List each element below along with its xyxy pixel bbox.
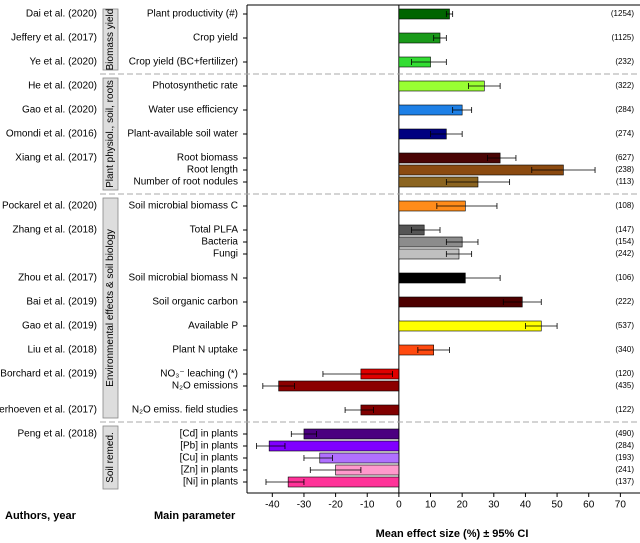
n-label: (106) bbox=[615, 273, 634, 282]
parameter-label: Fungi bbox=[213, 249, 238, 260]
n-label: (284) bbox=[615, 441, 634, 450]
author-label: Gao et al. (2020) bbox=[22, 105, 97, 116]
n-label: (1125) bbox=[611, 33, 634, 42]
n-label: (490) bbox=[615, 429, 634, 438]
parameter-header: Main parameter bbox=[154, 510, 236, 522]
n-label: (322) bbox=[615, 81, 634, 90]
author-label: He et al. (2020) bbox=[28, 81, 97, 92]
x-tick-label: 60 bbox=[583, 500, 595, 511]
bar bbox=[268, 440, 400, 452]
x-tick-label: 0 bbox=[396, 500, 402, 511]
parameter-label: [Cd] in plants bbox=[180, 429, 238, 440]
n-label: (537) bbox=[615, 321, 634, 330]
x-tick-label: -40 bbox=[265, 500, 280, 511]
x-tick-label: -20 bbox=[328, 500, 343, 511]
parameter-label: [Zn] in plants bbox=[181, 465, 238, 476]
group-box bbox=[102, 8, 119, 71]
x-tick-label: -30 bbox=[297, 500, 312, 511]
bar bbox=[278, 380, 400, 392]
parameter-label: [Pb] in plants bbox=[180, 441, 238, 452]
parameter-label: Crop yield bbox=[193, 33, 238, 44]
author-label: Pockarel et al. (2020) bbox=[2, 201, 97, 212]
parameter-label: Crop yield (BC+fertilizer) bbox=[129, 57, 238, 68]
bar bbox=[287, 476, 400, 488]
n-label: (113) bbox=[616, 177, 634, 186]
n-label: (122) bbox=[615, 405, 634, 414]
n-label: (232) bbox=[615, 57, 634, 66]
n-label: (627) bbox=[615, 153, 634, 162]
bar bbox=[303, 428, 400, 440]
parameter-label: Photosynthetic rate bbox=[152, 81, 238, 92]
parameter-label: Plant productivity (#) bbox=[147, 9, 238, 20]
n-label: (137) bbox=[615, 477, 634, 486]
group-label: Soil remed. bbox=[105, 432, 116, 483]
n-label: (274) bbox=[615, 129, 634, 138]
parameter-label: Root length bbox=[187, 165, 238, 176]
x-axis-label: Mean effect size (%) ± 95% CI bbox=[376, 528, 529, 540]
parameter-label: NO₃⁻ leaching (*) bbox=[160, 369, 238, 380]
x-tick-label: 10 bbox=[425, 500, 437, 511]
author-label: Dai et al. (2020) bbox=[26, 9, 97, 20]
x-tick-label: 30 bbox=[488, 500, 500, 511]
parameter-label: Plant-available soil water bbox=[127, 129, 238, 140]
n-label: (154) bbox=[615, 237, 634, 246]
n-label: (147) bbox=[615, 225, 634, 234]
group-label: Biomass yield bbox=[105, 9, 116, 71]
bar bbox=[398, 152, 501, 164]
x-tick-label: 40 bbox=[520, 500, 532, 511]
n-label: (120) bbox=[615, 369, 634, 378]
author-label: Liu et al. (2018) bbox=[28, 345, 98, 356]
author-label: Jeffery et al. (2017) bbox=[11, 33, 97, 44]
n-label: (435) bbox=[615, 381, 634, 390]
author-header: Authors, year bbox=[5, 510, 77, 522]
parameter-label: Total PLFA bbox=[190, 225, 239, 236]
group-box bbox=[102, 425, 119, 490]
parameter-label: Soil microbial biomass C bbox=[129, 201, 238, 212]
parameter-label: Number of root nodules bbox=[133, 177, 238, 188]
parameter-label: Root biomass bbox=[177, 153, 238, 164]
x-tick-label: 50 bbox=[552, 500, 564, 511]
author-label: Zhou et al. (2017) bbox=[18, 273, 97, 284]
group-box bbox=[102, 77, 119, 191]
n-label: (242) bbox=[615, 249, 634, 258]
parameter-label: Available P bbox=[188, 321, 238, 332]
n-label: (193) bbox=[615, 453, 634, 462]
parameter-label: Soil organic carbon bbox=[152, 297, 238, 308]
n-label: (340) bbox=[615, 345, 634, 354]
author-label: Verhoeven et al. (2017) bbox=[0, 405, 97, 416]
parameter-label: Water use efficiency bbox=[149, 105, 238, 116]
group-box bbox=[102, 197, 119, 419]
author-label: Omondi et al. (2016) bbox=[6, 129, 97, 140]
parameter-label: [Ni] in plants bbox=[183, 477, 238, 488]
n-label: (238) bbox=[615, 165, 634, 174]
author-label: Peng et al. (2018) bbox=[18, 429, 98, 440]
n-label: (284) bbox=[615, 105, 634, 114]
bar bbox=[398, 320, 542, 332]
n-label: (1254) bbox=[611, 9, 634, 18]
n-label: (222) bbox=[615, 297, 634, 306]
n-label: (108) bbox=[615, 201, 634, 210]
author-label: Borchard et al. (2019) bbox=[0, 369, 97, 380]
parameter-label: [Cu] in plants bbox=[180, 453, 238, 464]
author-label: Ye et al. (2020) bbox=[30, 57, 97, 68]
n-label: (241) bbox=[615, 465, 634, 474]
x-tick-label: 70 bbox=[615, 500, 627, 511]
author-label: Xiang et al. (2017) bbox=[15, 153, 97, 164]
x-tick-label: 20 bbox=[457, 500, 469, 511]
parameter-label: N₂O emissions bbox=[172, 381, 238, 392]
parameter-label: Soil microbial biomass N bbox=[129, 273, 238, 284]
group-label: Plant physiol., soil, roots bbox=[105, 80, 116, 188]
bar bbox=[398, 8, 450, 20]
author-label: Gao et al. (2019) bbox=[22, 321, 97, 332]
x-tick-label: -10 bbox=[360, 500, 375, 511]
parameter-label: N₂O emiss. field studies bbox=[132, 405, 238, 416]
group-label: Environmental effects & soil biology bbox=[105, 229, 116, 387]
author-label: Bai et al. (2019) bbox=[26, 297, 97, 308]
parameter-label: Bacteria bbox=[201, 237, 238, 248]
parameter-label: Plant N uptake bbox=[172, 345, 238, 356]
author-label: Zhang et al. (2018) bbox=[13, 225, 98, 236]
